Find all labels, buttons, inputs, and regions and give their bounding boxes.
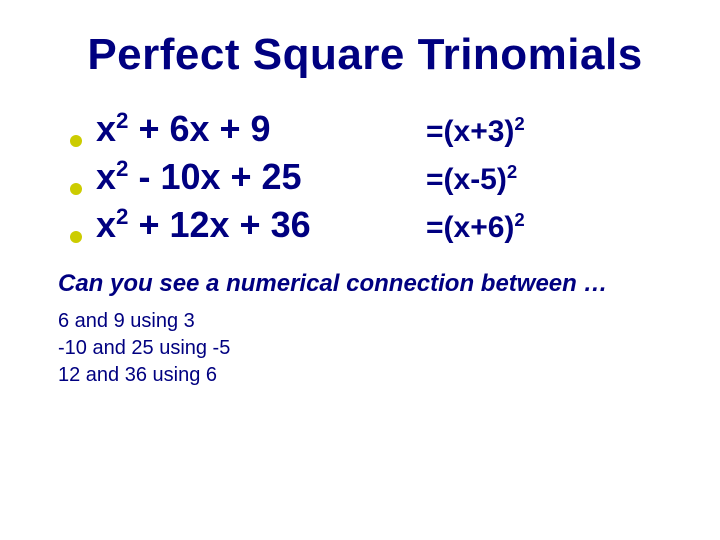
- trinomial-row: x2 - 10x + 25 =(x-5)2: [70, 156, 680, 198]
- bullet-icon: [70, 183, 82, 195]
- slide-title: Perfect Square Trinomials: [50, 30, 680, 80]
- connection-item: -10 and 25 using -5: [58, 337, 680, 360]
- question-text: Can you see a numerical connection betwe…: [58, 270, 680, 298]
- bullet-icon: [70, 135, 82, 147]
- trinomial-rhs: =(x-5)2: [426, 163, 517, 197]
- trinomial-lhs: x2 - 10x + 25: [96, 156, 426, 198]
- trinomial-row: x2 + 6x + 9 =(x+3)2: [70, 108, 680, 150]
- connection-list: 6 and 9 using 3 -10 and 25 using -5 12 a…: [58, 310, 680, 387]
- connection-item: 6 and 9 using 3: [58, 310, 680, 333]
- trinomial-lhs: x2 + 6x + 9: [96, 108, 426, 150]
- bullet-icon: [70, 231, 82, 243]
- trinomial-list: x2 + 6x + 9 =(x+3)2 x2 - 10x + 25 =(x-5)…: [70, 108, 680, 246]
- connection-item: 12 and 36 using 6: [58, 364, 680, 387]
- trinomial-rhs: =(x+3)2: [426, 115, 525, 149]
- trinomial-lhs: x2 + 12x + 36: [96, 204, 426, 246]
- trinomial-row: x2 + 12x + 36 =(x+6)2: [70, 204, 680, 246]
- trinomial-rhs: =(x+6)2: [426, 211, 525, 245]
